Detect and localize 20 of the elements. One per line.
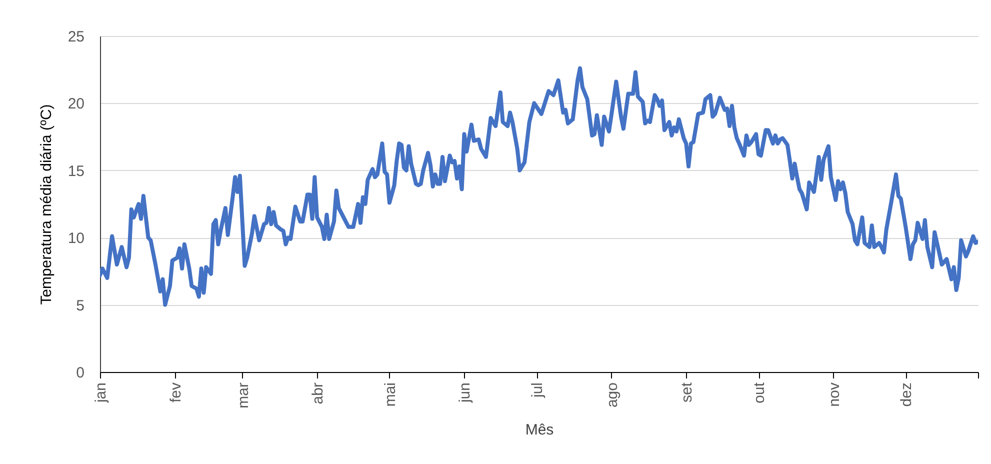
x-tick-label: jun bbox=[456, 382, 474, 404]
x-tick-label: nov bbox=[826, 382, 843, 407]
x-axis-title: Mês bbox=[525, 421, 554, 438]
y-tick-label: 0 bbox=[76, 364, 84, 382]
x-tick-label: jul bbox=[529, 382, 546, 399]
x-tick-label: jan bbox=[92, 382, 110, 404]
x-tick-label: fev bbox=[167, 382, 184, 403]
x-tick-label: mar bbox=[234, 382, 252, 408]
y-tick-label: 5 bbox=[76, 297, 84, 314]
x-tick-label: dez bbox=[898, 382, 916, 407]
x-tick-label: mai bbox=[382, 382, 399, 407]
x-tick-label: ago bbox=[604, 382, 621, 408]
x-tick-label: set bbox=[678, 382, 696, 403]
y-axis-title: Temperatura média diária (ºC) bbox=[38, 104, 55, 305]
y-tick-label: 10 bbox=[68, 230, 84, 248]
x-tick-label: abr bbox=[310, 382, 327, 404]
x-tick-label: out bbox=[751, 382, 768, 404]
y-tick-label: 25 bbox=[68, 28, 84, 46]
y-tick-label: 15 bbox=[68, 162, 84, 180]
y-tick-label: 20 bbox=[68, 96, 84, 113]
